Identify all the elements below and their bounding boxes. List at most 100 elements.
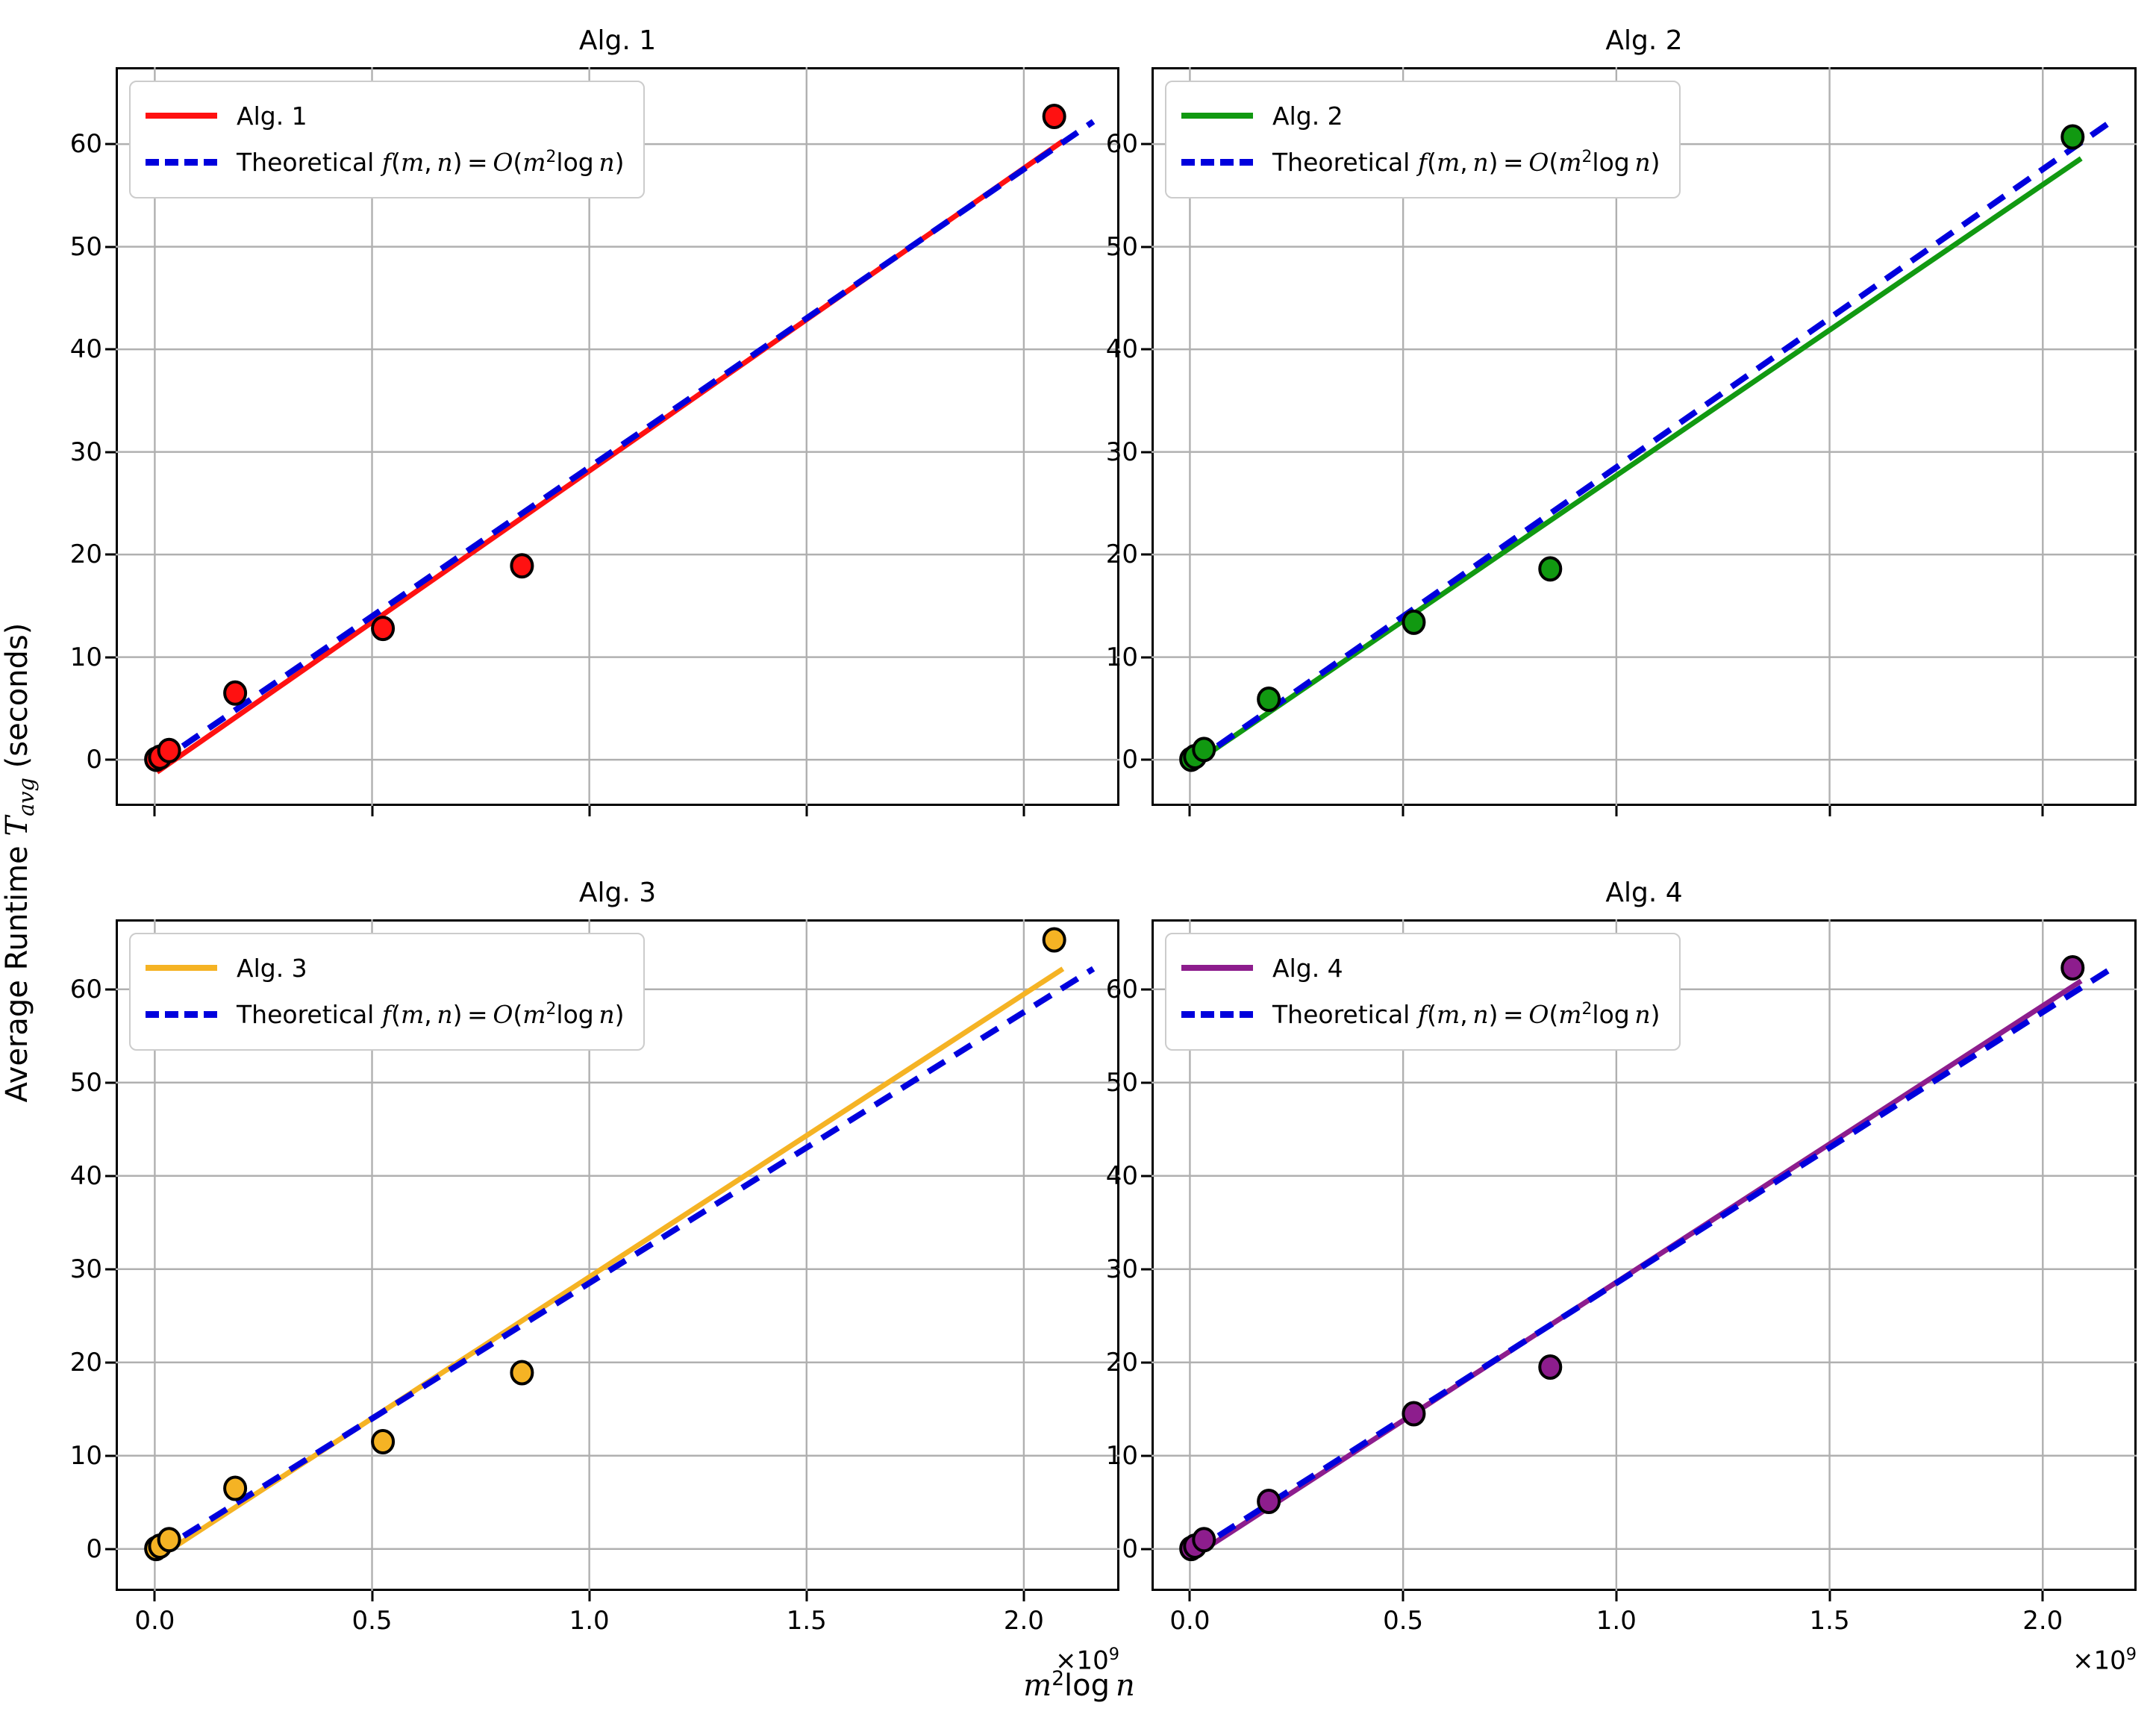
subplot-title: Alg. 1 <box>578 25 657 56</box>
x-tick-label: 0.5 <box>351 1606 393 1636</box>
data-point <box>223 1475 248 1501</box>
data-point <box>1042 104 1066 129</box>
x-tick-mark <box>805 1591 808 1601</box>
y-tick-label: 60 <box>1105 974 1138 1004</box>
y-tick-label: 60 <box>69 974 102 1004</box>
legend-line-swatch <box>1181 965 1253 971</box>
legend-entry-empirical: Alg. 2 <box>1181 93 1660 139</box>
legend-line-swatch <box>146 965 217 971</box>
data-point <box>1192 737 1216 763</box>
y-tick-label: 10 <box>1105 642 1138 672</box>
subplot-title: Alg. 3 <box>578 878 657 908</box>
legend[interactable]: Alg. 2 Theoretical f(m, n) = O(m2log n) <box>1165 81 1681 198</box>
x-axis-label: m2log n <box>1023 1666 1135 1704</box>
y-tick-label: 0 <box>1122 1533 1138 1564</box>
y-tick-label: 30 <box>69 437 102 467</box>
x-tick-mark <box>588 806 591 816</box>
x-tick-mark <box>1615 1591 1618 1601</box>
y-tick-label: 40 <box>69 334 102 365</box>
y-tick-mark <box>1141 1454 1152 1457</box>
plot-svg <box>1152 67 2137 806</box>
x-axis-exponent: ×109 <box>1054 1645 1119 1676</box>
legend[interactable]: Alg. 4 Theoretical f(m, n) = O(m2log n) <box>1165 933 1681 1051</box>
y-tick-mark <box>105 1361 116 1364</box>
y-tick-mark <box>1141 1361 1152 1364</box>
x-tick-label: 0.5 <box>1383 1606 1424 1636</box>
data-point <box>1257 1489 1281 1514</box>
legend-line-swatch <box>146 113 217 119</box>
legend-entry-empirical: Alg. 3 <box>146 945 624 991</box>
y-tick-label: 20 <box>69 540 102 570</box>
legend-entry-theoretical: Theoretical f(m, n) = O(m2log n) <box>146 991 624 1037</box>
x-tick-mark <box>805 806 808 816</box>
y-tick-label: 30 <box>69 1254 102 1284</box>
subplot-title: Alg. 4 <box>1605 878 1683 908</box>
data-point <box>157 737 181 763</box>
x-tick-mark <box>371 1591 374 1601</box>
scatter-points <box>144 927 1066 1562</box>
y-tick-label: 60 <box>69 129 102 160</box>
legend-entry-theoretical: Theoretical f(m, n) = O(m2log n) <box>146 139 624 185</box>
legend-dashed-swatch <box>1181 1010 1253 1018</box>
y-tick-mark <box>105 1175 116 1178</box>
x-tick-mark <box>1828 1591 1831 1601</box>
x-tick-mark <box>2041 1591 2044 1601</box>
x-tick-label: 1.5 <box>1809 1606 1850 1636</box>
x-tick-mark <box>1022 1591 1025 1601</box>
x-tick-mark <box>2041 806 2044 816</box>
data-point <box>2060 955 2085 981</box>
x-tick-label: 1.0 <box>1596 1606 1637 1636</box>
data-point <box>157 1527 181 1553</box>
y-tick-label: 10 <box>69 642 102 672</box>
legend-entry-theoretical: Theoretical f(m, n) = O(m2log n) <box>1181 139 1660 185</box>
x-tick-label: 2.0 <box>2022 1606 2063 1636</box>
y-tick-label: 0 <box>86 745 102 775</box>
subplot-alg-4: Alg. 4 0 10 20 30 40 50 60 0.0 0.5 1.0 1.5 2.0 ×109 Al… <box>1106 878 2137 1675</box>
y-tick-label: 50 <box>1105 1067 1138 1098</box>
legend-entry-theoretical: Theoretical f(m, n) = O(m2log n) <box>1181 991 1660 1037</box>
data-point <box>1192 1527 1216 1553</box>
theoretical-line <box>155 119 1096 766</box>
y-tick-mark <box>1141 553 1152 556</box>
data-point <box>371 616 396 642</box>
legend[interactable]: Alg. 1 Theoretical f(m, n) = O(m2log n) <box>129 81 646 198</box>
x-tick-mark <box>1828 806 1831 816</box>
x-axis-exponent: ×109 <box>2072 1645 2137 1676</box>
y-tick-mark <box>1141 758 1152 761</box>
y-tick-mark <box>1141 451 1152 454</box>
data-point <box>510 1360 534 1386</box>
x-tick-label: 0.0 <box>1169 1606 1210 1636</box>
empirical-fit-line <box>1190 156 2083 767</box>
x-tick-mark <box>1402 1591 1404 1601</box>
y-tick-label: 20 <box>69 1347 102 1378</box>
data-point <box>371 1429 396 1454</box>
legend-label-empirical: Alg. 4 <box>1272 953 1343 983</box>
data-point <box>2060 124 2085 150</box>
y-tick-mark <box>105 1548 116 1551</box>
y-tick-mark <box>105 553 116 556</box>
data-point <box>510 553 534 579</box>
scatter-points <box>1179 955 2085 1562</box>
scatter-points <box>1179 124 2085 772</box>
legend-dashed-swatch <box>146 1010 217 1018</box>
data-point <box>1402 609 1426 635</box>
y-tick-mark <box>1141 1268 1152 1271</box>
legend[interactable]: Alg. 3 Theoretical f(m, n) = O(m2log n) <box>129 933 646 1051</box>
y-tick-mark <box>105 246 116 248</box>
y-tick-mark <box>105 758 116 761</box>
y-tick-mark <box>105 988 116 991</box>
x-tick-mark <box>371 806 374 816</box>
y-tick-label: 60 <box>1105 129 1138 160</box>
legend-label-theoretical: Theoretical f(m, n) = O(m2log n) <box>1272 148 1660 177</box>
x-tick-mark <box>588 1591 591 1601</box>
y-tick-mark <box>1141 246 1152 248</box>
data-point <box>223 680 248 706</box>
subplot-alg-3: Alg. 3 0 10 20 30 40 50 60 0.0 0.5 1.0 1.5 2.0 ×109 Al… <box>70 878 1119 1675</box>
y-tick-mark <box>1141 1548 1152 1551</box>
y-tick-label: 40 <box>1105 1160 1138 1191</box>
y-tick-mark <box>105 1454 116 1457</box>
data-point <box>1538 556 1563 582</box>
y-tick-mark <box>1141 348 1152 351</box>
data-point <box>1538 1354 1563 1380</box>
y-tick-mark <box>1141 1081 1152 1084</box>
